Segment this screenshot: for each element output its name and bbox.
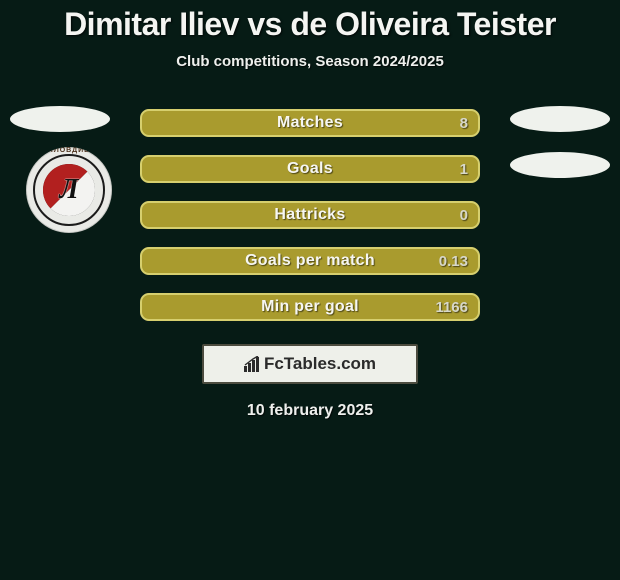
club-badge-left: ПЛОВДИВЛ <box>26 147 112 233</box>
metric-value: 8 <box>460 115 468 132</box>
metric-bar: Min per goal 1166 <box>140 293 480 321</box>
brand-text: FcTables.com <box>264 354 376 373</box>
metric-value: 1 <box>460 161 468 178</box>
metric-bar: Matches 8 <box>140 109 480 137</box>
metric-rows: Matches 8 ПЛОВДИВЛ Goals 1 Hattricks 0 Goals pe… <box>0 104 620 334</box>
brand-badge: FcTables.com <box>202 344 418 384</box>
metric-label: Hattricks <box>274 206 345 224</box>
club-badge-inner: Л <box>43 164 95 216</box>
metric-row: Min per goal 1166 <box>0 288 620 334</box>
comparison-card: Dimitar Iliev vs de Oliveira Teister Clu… <box>0 0 620 420</box>
metric-label: Goals <box>287 160 333 178</box>
chart-icon <box>244 356 262 372</box>
metric-bar: Hattricks 0 <box>140 201 480 229</box>
metric-label: Matches <box>277 114 343 132</box>
metric-value: 1166 <box>435 299 468 316</box>
metric-row: Matches 8 <box>0 104 620 150</box>
player-ellipse-left <box>10 106 110 132</box>
subtitle: Club competitions, Season 2024/2025 <box>0 53 620 70</box>
metric-value: 0 <box>460 207 468 224</box>
club-badge-glyph: Л <box>43 164 95 216</box>
metric-label: Goals per match <box>245 252 375 270</box>
page-title: Dimitar Iliev vs de Oliveira Teister <box>0 6 620 43</box>
metric-label: Min per goal <box>261 298 359 316</box>
date-text: 10 february 2025 <box>0 402 620 420</box>
metric-bar: Goals 1 <box>140 155 480 183</box>
metric-row: Goals per match 0.13 <box>0 242 620 288</box>
metric-value: 0.13 <box>439 253 468 270</box>
player-ellipse-right <box>510 106 610 132</box>
metric-bar: Goals per match 0.13 <box>140 247 480 275</box>
metric-row: ПЛОВДИВЛGoals1 <box>0 150 620 196</box>
player-ellipse-right <box>510 152 610 178</box>
